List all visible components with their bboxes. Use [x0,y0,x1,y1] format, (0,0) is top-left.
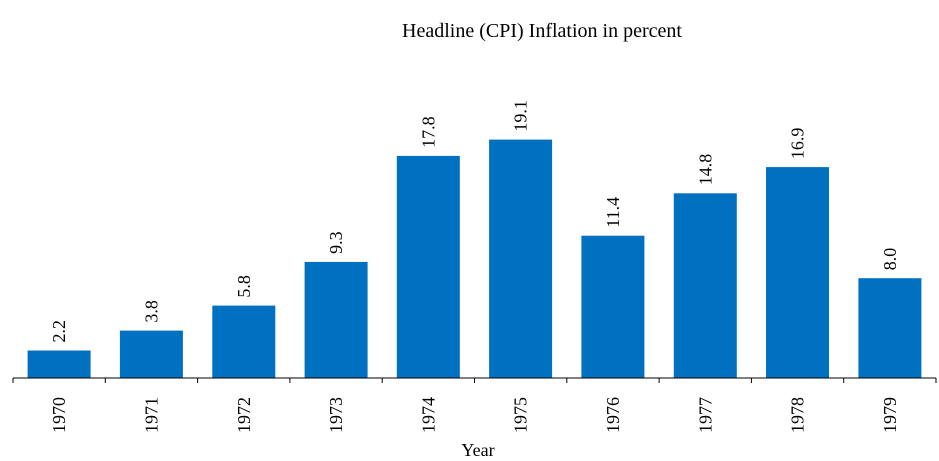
x-tick-label-1976: 1976 [603,397,623,433]
bar-1979 [858,278,922,378]
data-label-1974: 17.8 [418,116,438,148]
x-tick-labels-group: 1970 1971 1972 1973 1974 1975 1976 1977 1978 1979 [49,397,900,433]
data-labels-group: 2.2 3.8 5.8 9.3 17.8 19.1 11.4 14.8 16.9 8.0 [49,100,900,342]
x-tick-label-1977: 1977 [695,397,715,433]
x-tick-label-1974: 1974 [418,397,438,433]
bar-1974 [396,155,460,378]
data-label-1972: 5.8 [234,275,254,297]
bar-1971 [119,330,183,378]
bar-1973 [304,261,368,378]
data-label-1979: 8.0 [880,248,900,271]
data-label-1975: 19.1 [511,100,531,132]
x-tick-label-1978: 1978 [788,397,808,433]
x-tick-label-1975: 1975 [511,397,531,433]
data-label-1973: 9.3 [326,231,346,254]
bar-1978 [766,167,829,378]
data-label-1976: 11.4 [603,197,623,228]
bars-group [27,139,922,378]
x-tick-label-1972: 1972 [234,397,254,433]
data-label-1977: 14.8 [695,154,715,186]
x-tick-label-1973: 1973 [326,397,346,433]
bar-1977 [673,193,737,378]
x-tick-label-1971: 1971 [141,397,161,433]
data-label-1978: 16.9 [788,128,808,160]
x-axis-label: Year [461,440,494,460]
x-tick-label-1970: 1970 [49,397,69,433]
bar-1970 [27,350,91,378]
data-label-1971: 3.8 [141,300,161,323]
x-tick-label-1979: 1979 [880,397,900,433]
bar-1972 [212,305,276,378]
chart-title: Headline (CPI) Inflation in percent [402,20,682,42]
x-ticks-group [12,378,937,383]
data-label-1970: 2.2 [49,320,69,343]
bar-1976 [581,235,645,378]
bar-1975 [489,139,553,378]
